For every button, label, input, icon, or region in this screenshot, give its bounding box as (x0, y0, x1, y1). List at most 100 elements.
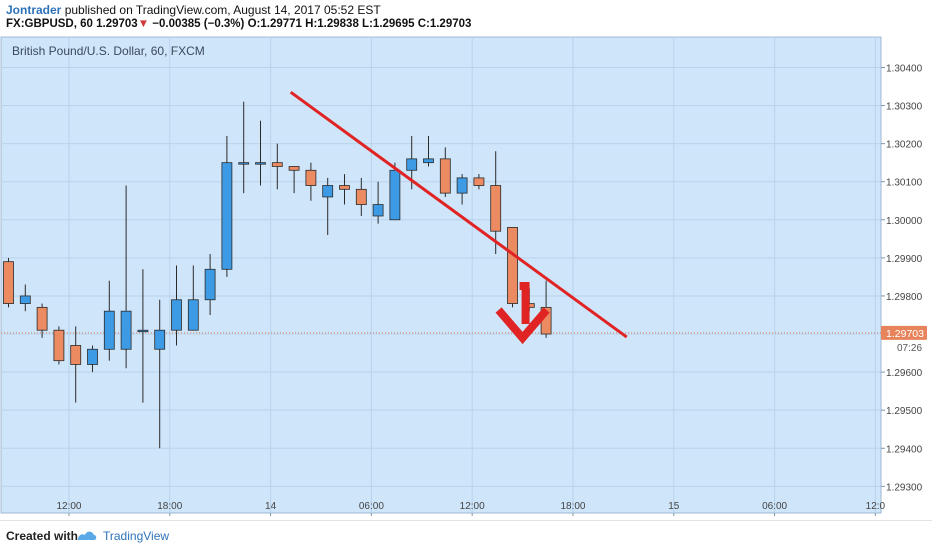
candle-body (255, 162, 266, 165)
y-tick-label: 1.29900 (886, 254, 923, 265)
open-value: 1.29771 (260, 18, 302, 30)
bar-countdown-label: 07:26 (897, 343, 922, 354)
x-tick-label: 12:00 (460, 501, 485, 512)
candle-body (490, 185, 502, 232)
down-arrow-icon[interactable] (495, 282, 550, 345)
candle-body (204, 268, 216, 301)
low-value: 1.29695 (372, 18, 415, 30)
candle (221, 136, 233, 277)
x-tick-label: 18:00 (157, 501, 182, 512)
candle (19, 284, 31, 312)
candle-body (507, 226, 518, 304)
candle (103, 280, 115, 361)
candle (372, 181, 384, 224)
candle-body (271, 162, 283, 167)
created-with-text: Created with (6, 529, 79, 543)
candle (389, 162, 401, 221)
candle-body (322, 185, 334, 198)
last-price: 1.29703 (96, 18, 138, 30)
y-tick-label: 1.29400 (886, 444, 923, 455)
candle-body (372, 204, 384, 217)
candle (120, 185, 132, 369)
candle-body (473, 177, 485, 186)
candlestick-chart[interactable]: 1.30400 1.30300 1.30200 1.30100 1.30000 1.299… (0, 36, 932, 517)
candle (53, 326, 65, 365)
candle (355, 177, 367, 216)
y-tick-label: 1.30300 (886, 102, 923, 113)
author-link[interactable]: Jontrader (6, 3, 62, 17)
trendline[interactable] (289, 91, 628, 339)
y-tick-label: 1.29500 (886, 406, 923, 417)
x-tick-label: 18:00 (560, 501, 585, 512)
close-value: 1.29703 (429, 18, 472, 30)
publish-info: Jontrader published on TradingView.com, … (6, 3, 381, 17)
footer: Created with TradingView (0, 520, 932, 551)
grid (1, 37, 881, 513)
publish-header: Jontrader published on TradingView.com, … (0, 0, 932, 36)
y-tick-label: 1.30100 (886, 178, 923, 189)
candle-body (439, 158, 451, 194)
candle (473, 174, 485, 190)
candle-body (456, 177, 468, 194)
price-axis[interactable]: 1.30400 1.30300 1.30200 1.30100 1.30000 1.299… (880, 37, 923, 513)
candle-body (305, 169, 317, 186)
chart-title: British Pound/U.S. Dollar, 60, FXCM (12, 44, 205, 58)
candle (204, 254, 216, 315)
y-tick-label: 1.29600 (886, 368, 923, 379)
candle (305, 162, 317, 201)
current-price-label: 1.29703 (881, 325, 927, 340)
x-tick-label: 14 (265, 501, 277, 512)
candle (507, 226, 518, 308)
down-triangle-icon: ▼ (137, 18, 150, 30)
high-value: 1.29838 (317, 18, 359, 30)
published-text: published on TradingView.com, August 14,… (61, 3, 381, 17)
candle (3, 257, 14, 308)
candle (36, 303, 48, 338)
time-axis[interactable]: 12:00 18:00 14 06:00 12:00 18:00 15 06:00 12:0 (56, 501, 886, 517)
y-tick-label: 1.30400 (886, 63, 923, 74)
candle-body (288, 166, 300, 171)
candle-body (221, 162, 233, 270)
candle-body (120, 310, 132, 350)
svg-text:1.29703: 1.29703 (886, 328, 924, 340)
candle-body (36, 306, 48, 331)
tradingview-logo-icon[interactable] (76, 527, 98, 543)
y-tick-label: 1.29300 (886, 482, 923, 493)
candle-body (87, 348, 98, 365)
candle (439, 147, 451, 197)
candle-body (3, 261, 14, 304)
svg-text:07:26: 07:26 (897, 343, 922, 354)
x-tick-label: 06:00 (359, 501, 384, 512)
candle (187, 265, 199, 331)
candle (456, 174, 468, 205)
candle (322, 177, 334, 236)
candle-body (355, 188, 367, 205)
candle (137, 269, 149, 403)
candle (238, 101, 250, 194)
candle-body (339, 185, 350, 190)
x-tick-label: 15 (668, 501, 680, 512)
candle (255, 120, 266, 186)
candle-body (154, 329, 166, 350)
candle (154, 299, 166, 449)
x-tick-label: 12:00 (56, 501, 81, 512)
candle-body (406, 158, 418, 171)
plot-background (0, 36, 882, 514)
y-tick-label: 1.29800 (886, 292, 923, 303)
candle-body (137, 329, 149, 333)
candle-body (187, 299, 199, 331)
candle-body (70, 345, 82, 365)
tradingview-brand-link[interactable]: TradingView (103, 529, 170, 543)
chart-area[interactable]: 1.30400 1.30300 1.30200 1.30100 1.30000 1.299… (0, 36, 932, 517)
candle (271, 143, 283, 190)
x-tick-label: 06:00 (762, 501, 787, 512)
candle (339, 174, 350, 205)
candles (3, 101, 552, 449)
candle-body (423, 158, 434, 164)
candle (423, 136, 434, 167)
candle (490, 151, 502, 255)
symbol-info: FX:GBPUSD, 60 1.29703▼ −0.00385 (−0.3%) … (6, 18, 472, 30)
x-tick-label: 12:0 (866, 501, 886, 512)
price-change: −0.00385 (−0.3%) (152, 18, 245, 30)
candle-body (19, 295, 31, 304)
